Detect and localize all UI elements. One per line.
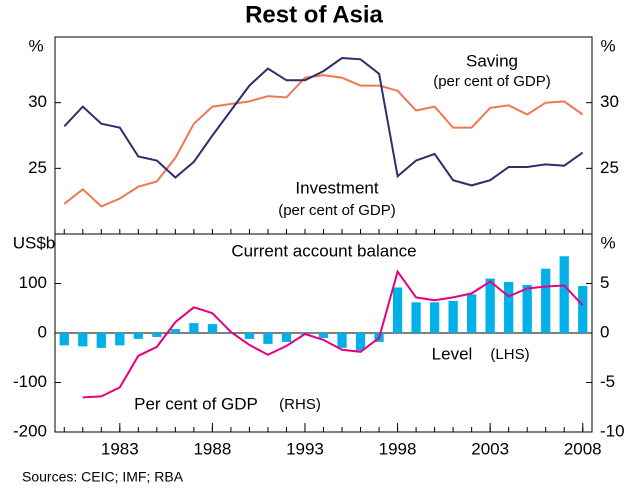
annotation: (RHS) [279, 396, 321, 413]
bar [189, 323, 199, 333]
x-tick-label: 1988 [193, 439, 231, 458]
bar [411, 302, 421, 333]
bar [59, 333, 69, 346]
y-unit: US$b [13, 233, 56, 252]
source: Sources: CEIC; IMF; RBA [22, 469, 184, 485]
y-tick-label: 0 [38, 322, 47, 341]
y-unit: % [28, 36, 43, 55]
y-tick-label: -100 [13, 372, 47, 391]
bar [152, 333, 162, 337]
series-label: Investment [295, 178, 378, 197]
y-tick-label: 25 [28, 158, 47, 177]
series-line [63, 56, 584, 187]
bar [578, 285, 588, 333]
chart-title: Rest of Asia [245, 1, 383, 28]
y-tick-label: 100 [19, 273, 47, 292]
y2-tick-label: -10 [600, 421, 625, 440]
bar [133, 333, 143, 339]
bar [485, 278, 495, 333]
y2-unit: % [600, 233, 615, 252]
bar [170, 329, 180, 333]
series-label: Level [432, 344, 473, 363]
bar [207, 324, 218, 333]
bar [115, 333, 125, 346]
y2-tick-label: 5 [600, 273, 609, 292]
bar [504, 282, 514, 333]
x-tick-label: 1993 [286, 439, 324, 458]
bar [318, 333, 329, 338]
bar [281, 333, 292, 342]
annotation: (per cent of GDP) [278, 202, 396, 219]
bar [392, 287, 403, 333]
bar [541, 268, 551, 333]
bar [448, 300, 458, 333]
x-tick-label: 1998 [379, 439, 417, 458]
y-tick-label: -200 [13, 421, 47, 440]
series-line [63, 74, 584, 208]
bar [78, 333, 88, 347]
series-label: Per cent of GDP [134, 394, 258, 413]
y2-tick-label: 25 [600, 158, 619, 177]
y2-tick-label: -5 [600, 372, 615, 391]
x-tick-label: 1983 [101, 439, 139, 458]
bar [467, 294, 477, 333]
series-label: Saving [466, 51, 518, 70]
bar [522, 284, 532, 333]
annotation: (LHS) [490, 346, 529, 363]
y2-tick-label: 0 [600, 322, 609, 341]
series-line [82, 269, 584, 399]
x-tick-label: 2008 [564, 439, 602, 458]
annotation: (per cent of GDP) [433, 73, 551, 90]
bar [337, 333, 347, 348]
bar [96, 333, 106, 348]
y2-unit: % [600, 36, 615, 55]
bar [429, 302, 440, 333]
y-tick-label: 30 [28, 92, 47, 111]
y2-tick-label: 30 [600, 92, 619, 111]
bar [559, 256, 569, 333]
bar [244, 333, 255, 339]
bar [355, 333, 366, 351]
panel-title: Current account balance [231, 241, 416, 260]
bar [263, 333, 273, 344]
x-tick-label: 2003 [471, 439, 509, 458]
